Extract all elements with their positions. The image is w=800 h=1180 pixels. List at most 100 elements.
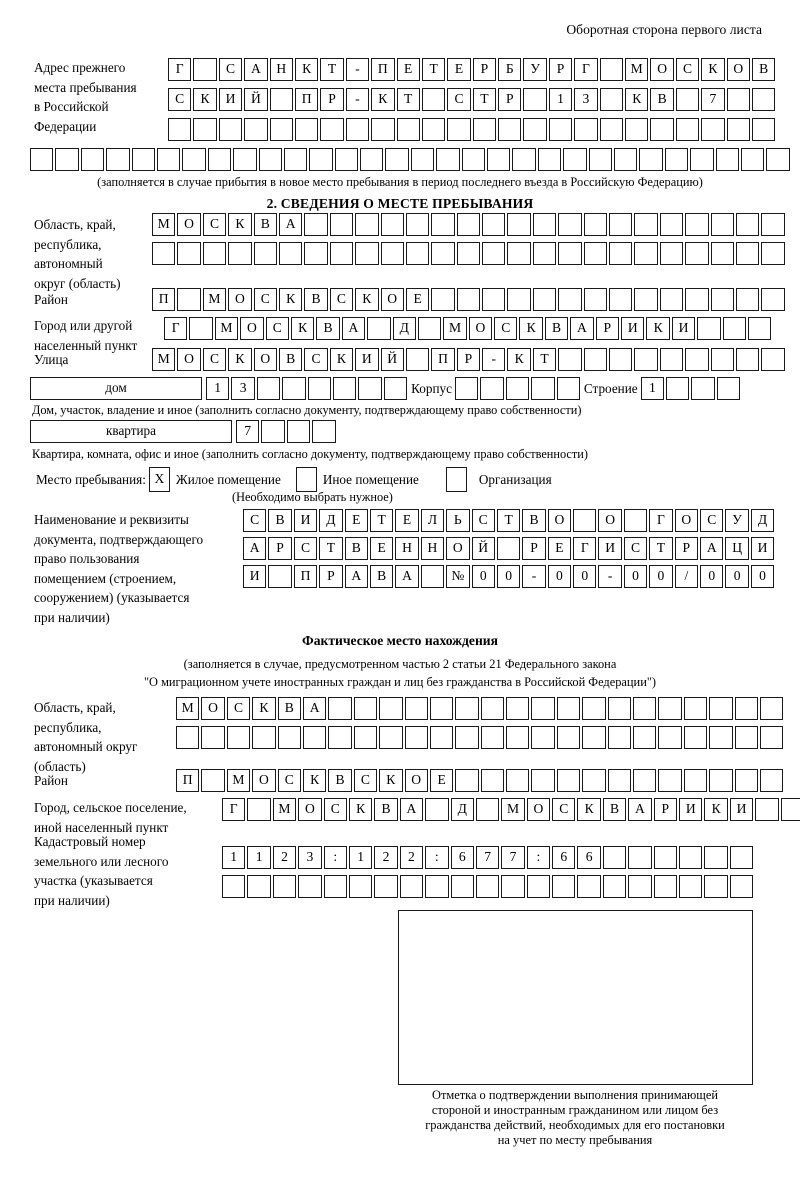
prev-addr-r1-cell-22[interactable]: О: [726, 58, 750, 82]
prev-addr-r2-cell-5[interactable]: П: [294, 88, 319, 112]
cadastral-r1-cell-16[interactable]: [628, 846, 652, 870]
s2-street-cell-5[interactable]: В: [278, 348, 303, 372]
s2-street-cell-6[interactable]: С: [304, 348, 328, 372]
prev-addr-r4-cell-3[interactable]: [106, 148, 130, 172]
prev-addr-r4-cell-12[interactable]: [334, 148, 359, 172]
cadastral-r2-cell-10[interactable]: [475, 875, 500, 899]
cadastral-r2-cell-6[interactable]: [374, 875, 398, 899]
s2-region-r1-cell-0[interactable]: М: [152, 213, 176, 237]
doc-r1-cell-14[interactable]: О: [598, 509, 622, 533]
prev-addr-r4-cell-13[interactable]: [360, 148, 384, 172]
doc-r1-cell-10[interactable]: Т: [496, 509, 521, 533]
s2-city-cell-9[interactable]: Д: [392, 317, 416, 341]
s2-region-r1-cell-13[interactable]: [482, 213, 506, 237]
doc-r2-cell-14[interactable]: И: [598, 537, 622, 561]
prev-addr-r1-cell-1[interactable]: [193, 58, 217, 82]
al-city-cell-12[interactable]: О: [526, 798, 551, 822]
s2-city-cell-11[interactable]: М: [443, 317, 467, 341]
doc-r3-cell-18[interactable]: 0: [700, 565, 724, 589]
s2-region-r1-cell-7[interactable]: [329, 213, 354, 237]
prev-addr-r4-cell-9[interactable]: [258, 148, 282, 172]
prev-addr-r3-cell-17[interactable]: [599, 118, 624, 142]
cadastral-r1-cell-7[interactable]: 2: [399, 846, 424, 870]
s2-street-cell-16[interactable]: [558, 348, 582, 372]
prev-addr-r1-cell-9[interactable]: Е: [396, 58, 420, 82]
doc-r1-cell-7[interactable]: Л: [420, 509, 445, 533]
s2-city-cell-5[interactable]: К: [290, 317, 315, 341]
al-region-r1-cell-11[interactable]: [455, 697, 479, 721]
cadastral-r1-cell-15[interactable]: [602, 846, 627, 870]
doc-r1-cell-2[interactable]: И: [293, 509, 318, 533]
al-district-cell-12[interactable]: [480, 769, 505, 793]
s2-region-r2-cell-9[interactable]: [380, 242, 404, 266]
s2-city-cell-16[interactable]: А: [570, 317, 594, 341]
cadastral-r2-cell-18[interactable]: [679, 875, 703, 899]
al-region-r1-cell-22[interactable]: [734, 697, 758, 721]
cadastral-r1-cell-20[interactable]: [729, 846, 754, 870]
cadastral-r2-cell-19[interactable]: [704, 875, 728, 899]
prev-addr-r2-cell-17[interactable]: [599, 88, 624, 112]
al-city-cell-7[interactable]: А: [399, 798, 424, 822]
cadastral-r2-cell-1[interactable]: [247, 875, 271, 899]
al-district-cell-9[interactable]: О: [404, 769, 428, 793]
house-cell-6[interactable]: [358, 377, 382, 401]
s2-street-cell-21[interactable]: [685, 348, 709, 372]
s2-region-r2-cell-22[interactable]: [710, 242, 734, 266]
prev-addr-r4-cell-11[interactable]: [309, 148, 333, 172]
prev-addr-r3-cell-6[interactable]: [320, 118, 344, 142]
al-district-cell-16[interactable]: [582, 769, 606, 793]
s2-region-r2-cell-8[interactable]: [355, 242, 379, 266]
s2-city-cell-4[interactable]: С: [265, 317, 289, 341]
al-city-cell-10[interactable]: [475, 798, 500, 822]
al-district-cell-11[interactable]: [455, 769, 479, 793]
al-city-cell-16[interactable]: А: [628, 798, 652, 822]
al-district-cell-8[interactable]: К: [379, 769, 403, 793]
prev-addr-r2-cell-2[interactable]: И: [218, 88, 243, 112]
al-city-cell-15[interactable]: В: [602, 798, 627, 822]
cadastral-r1-cell-11[interactable]: 7: [501, 846, 525, 870]
s2-street-cell-17[interactable]: [583, 348, 608, 372]
cadastral-r1-cell-8[interactable]: :: [425, 846, 449, 870]
prev-addr-r3-cell-18[interactable]: [625, 118, 649, 142]
prev-addr-r3-cell-12[interactable]: [472, 118, 497, 142]
s2-street-cell-9[interactable]: Й: [380, 348, 404, 372]
prev-addr-r2-cell-11[interactable]: С: [447, 88, 471, 112]
cadastral-r1-cell-10[interactable]: 7: [475, 846, 500, 870]
stamp-box[interactable]: [398, 910, 753, 1085]
s2-street-cell-0[interactable]: М: [152, 348, 176, 372]
al-district-cell-23[interactable]: [759, 769, 784, 793]
prev-addr-r1-cell-0[interactable]: Г: [168, 58, 192, 82]
prev-addr-r1-cell-17[interactable]: [599, 58, 624, 82]
s2-region-r1-cell-5[interactable]: А: [278, 213, 303, 237]
doc-r3-cell-1[interactable]: [268, 565, 292, 589]
cadastral-r1-cell-9[interactable]: 6: [450, 846, 474, 870]
al-district-cell-13[interactable]: [506, 769, 530, 793]
prev-addr-r4-cell-28[interactable]: [740, 148, 765, 172]
prev-addr-r1-cell-5[interactable]: К: [294, 58, 319, 82]
stroenie-cell-1[interactable]: [666, 377, 690, 401]
doc-r3-cell-20[interactable]: 0: [750, 565, 775, 589]
doc-r1-cell-19[interactable]: У: [725, 509, 749, 533]
cadastral-r1-cell-19[interactable]: [704, 846, 728, 870]
doc-r1-cell-12[interactable]: О: [547, 509, 572, 533]
prev-addr-r3-cell-2[interactable]: [218, 118, 243, 142]
al-region-r2-cell-21[interactable]: [709, 726, 733, 750]
prev-addr-r2-cell-3[interactable]: Й: [244, 88, 268, 112]
doc-r2-cell-8[interactable]: О: [446, 537, 470, 561]
doc-r2-cell-6[interactable]: Н: [395, 537, 419, 561]
s2-region-r1-cell-2[interactable]: С: [202, 213, 227, 237]
cadastral-r2-cell-12[interactable]: [526, 875, 551, 899]
s2-city-cell-19[interactable]: К: [646, 317, 670, 341]
s2-region-r2-cell-20[interactable]: [659, 242, 684, 266]
prev-addr-r2-cell-12[interactable]: Т: [472, 88, 497, 112]
s2-region-r1-cell-21[interactable]: [685, 213, 709, 237]
prev-addr-r3-cell-19[interactable]: [650, 118, 674, 142]
al-region-r2-cell-12[interactable]: [480, 726, 505, 750]
prev-addr-r3-cell-5[interactable]: [294, 118, 319, 142]
al-city-cell-5[interactable]: К: [348, 798, 373, 822]
doc-r2-cell-2[interactable]: С: [293, 537, 318, 561]
